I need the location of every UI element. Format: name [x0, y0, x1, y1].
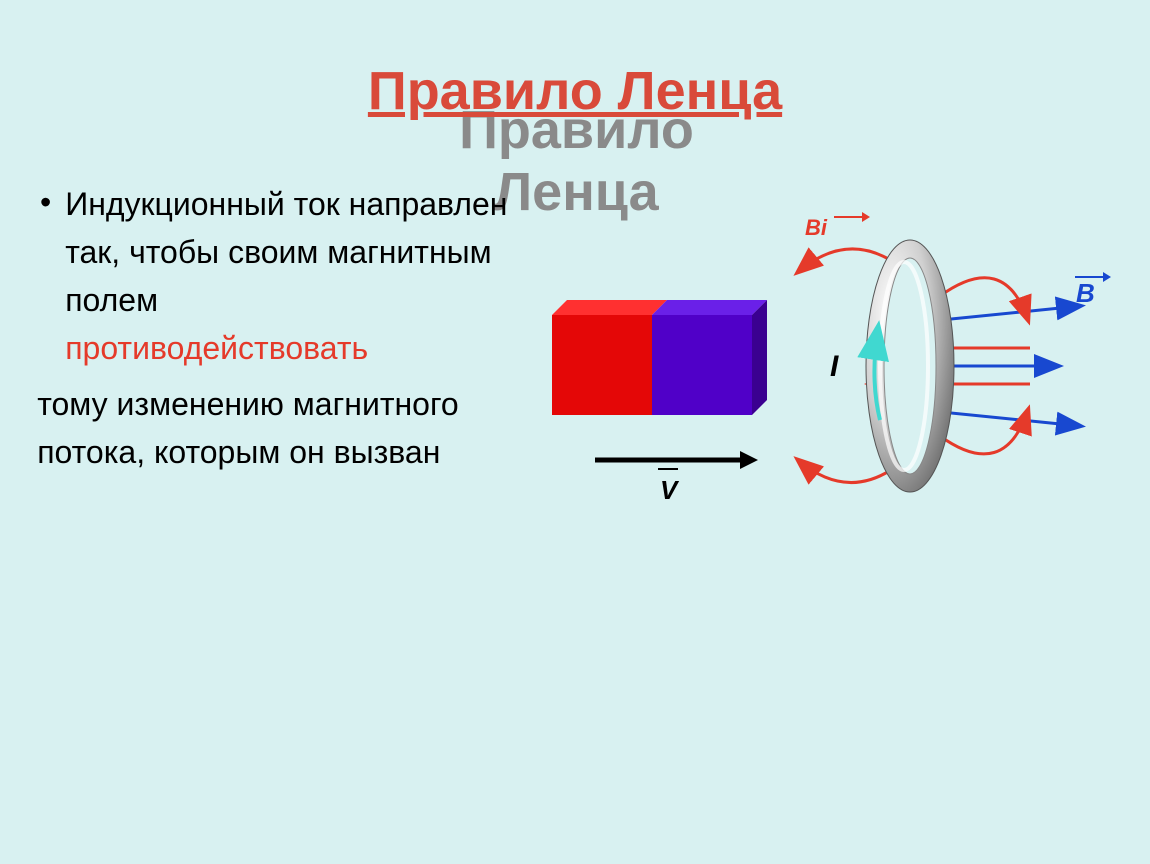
slide: Правило Ленца Правило Ленца • Индукционн…	[0, 0, 1150, 864]
body-line1: Индукционный ток направлен так, чтобы св…	[65, 180, 520, 324]
magnet-left-face	[552, 315, 652, 415]
bullet-icon: •	[40, 184, 51, 221]
bi-label: Bi	[805, 215, 827, 241]
i-label: I	[830, 350, 838, 384]
magnet	[552, 300, 778, 418]
body-line2: тому изменению магнитного потока, которы…	[37, 380, 520, 476]
magnet-right-side	[752, 300, 767, 415]
b-label: B	[1076, 278, 1095, 309]
field-diagram-icon	[530, 210, 1130, 630]
v-overbar	[658, 468, 678, 470]
velocity-arrow-icon	[590, 445, 760, 475]
magnet-right-top	[652, 300, 767, 315]
slide-title: Правило Ленца Правило Ленца	[368, 60, 782, 122]
magnet-right-face	[652, 315, 752, 415]
diagram: V Bi B I	[530, 210, 1130, 630]
title-text: Правило Ленца	[368, 61, 782, 121]
v-label: V	[660, 475, 677, 506]
bi-arrow-icon	[832, 210, 872, 224]
magnet-left-top	[552, 300, 667, 315]
oppose-word: противодействовать	[65, 330, 368, 366]
body-text: • Индукционный ток направлен так, чтобы …	[40, 180, 520, 476]
